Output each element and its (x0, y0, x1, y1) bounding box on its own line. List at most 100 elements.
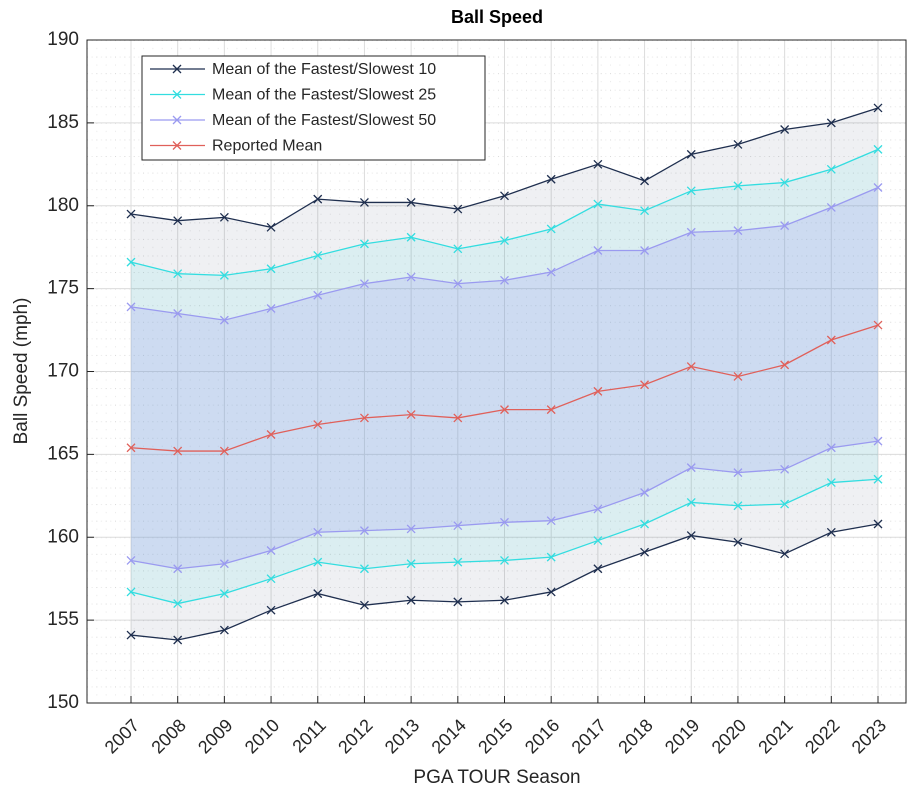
marker (546, 516, 556, 526)
band-area (131, 107, 878, 641)
marker (780, 360, 790, 370)
x-tick-label: 2023 (848, 715, 890, 757)
y-tick-label: 190 (47, 29, 79, 50)
marker (733, 181, 743, 191)
y-tick-label: 180 (47, 195, 79, 216)
marker (546, 587, 556, 597)
marker (593, 159, 603, 169)
legend-marker (172, 115, 182, 125)
marker (266, 222, 276, 232)
legend-box (141, 55, 486, 161)
y-tick-label: 175 (47, 278, 79, 299)
marker (500, 517, 509, 527)
marker (640, 206, 650, 216)
marker (546, 405, 556, 415)
y-tick-label: 155 (47, 609, 79, 630)
x-tick-label: 2010 (241, 715, 283, 757)
marker (733, 468, 743, 478)
marker (359, 197, 369, 207)
marker (686, 186, 696, 196)
legend-marker (172, 90, 182, 99)
marker (873, 103, 883, 113)
x-tick-label: 2016 (521, 715, 563, 757)
marker (873, 519, 883, 529)
marker (826, 527, 836, 537)
marker (593, 504, 603, 514)
marker (780, 499, 790, 509)
marker (686, 463, 696, 473)
marker (640, 176, 650, 186)
marker (733, 537, 743, 547)
y-tick-label: 160 (47, 526, 79, 547)
marker (873, 474, 883, 484)
marker (500, 595, 509, 605)
marker (500, 275, 509, 285)
x-tick-label: 2020 (708, 715, 750, 757)
x-tick-label: 2007 (101, 715, 143, 757)
legend-marker (172, 141, 182, 150)
marker (733, 501, 743, 511)
marker (826, 118, 836, 128)
marker (406, 232, 416, 242)
marker (266, 304, 276, 313)
marker (593, 386, 603, 396)
marker (733, 139, 743, 149)
marker (546, 224, 556, 234)
marker (219, 625, 229, 635)
marker (313, 420, 323, 429)
marker (686, 149, 696, 159)
marker (313, 194, 323, 204)
marker (733, 226, 743, 236)
marker (266, 605, 276, 615)
marker (359, 279, 369, 289)
marker (219, 589, 229, 599)
marker (826, 202, 836, 212)
marker (406, 197, 416, 207)
marker (640, 547, 650, 557)
marker (686, 227, 696, 237)
marker (780, 221, 790, 231)
y-tick-label: 170 (47, 361, 79, 382)
marker (173, 216, 183, 226)
marker (406, 524, 416, 534)
marker (546, 267, 556, 277)
marker (593, 564, 603, 574)
marker (686, 531, 696, 541)
marker (173, 309, 183, 318)
marker (126, 302, 136, 312)
marker (593, 536, 603, 546)
marker (826, 443, 836, 453)
marker (500, 555, 509, 565)
marker (126, 555, 136, 565)
x-tick-label: 2021 (754, 715, 796, 757)
x-tick-label: 2011 (288, 715, 330, 757)
legend-label: Mean of the Fastest/Slowest 10 (212, 61, 436, 78)
marker (219, 270, 229, 280)
marker (640, 380, 650, 390)
marker (593, 246, 603, 255)
marker (359, 239, 369, 249)
marker (406, 595, 416, 605)
marker (173, 599, 183, 609)
x-tick-label: 2022 (801, 715, 843, 757)
marker (266, 574, 276, 584)
y-tick-label: 150 (47, 692, 79, 713)
marker (219, 315, 229, 325)
marker (686, 362, 696, 371)
marker (313, 290, 323, 300)
marker (826, 335, 836, 345)
marker (453, 413, 463, 423)
marker (313, 589, 323, 599)
marker (733, 372, 743, 381)
marker (219, 446, 229, 456)
marker (500, 236, 509, 246)
marker (406, 272, 416, 282)
marker (313, 557, 323, 567)
x-tick-label: 2014 (428, 715, 470, 757)
x-tick-label: 2017 (568, 715, 610, 757)
marker (173, 564, 183, 574)
marker (453, 279, 463, 289)
marker (780, 464, 790, 474)
marker (500, 405, 509, 415)
